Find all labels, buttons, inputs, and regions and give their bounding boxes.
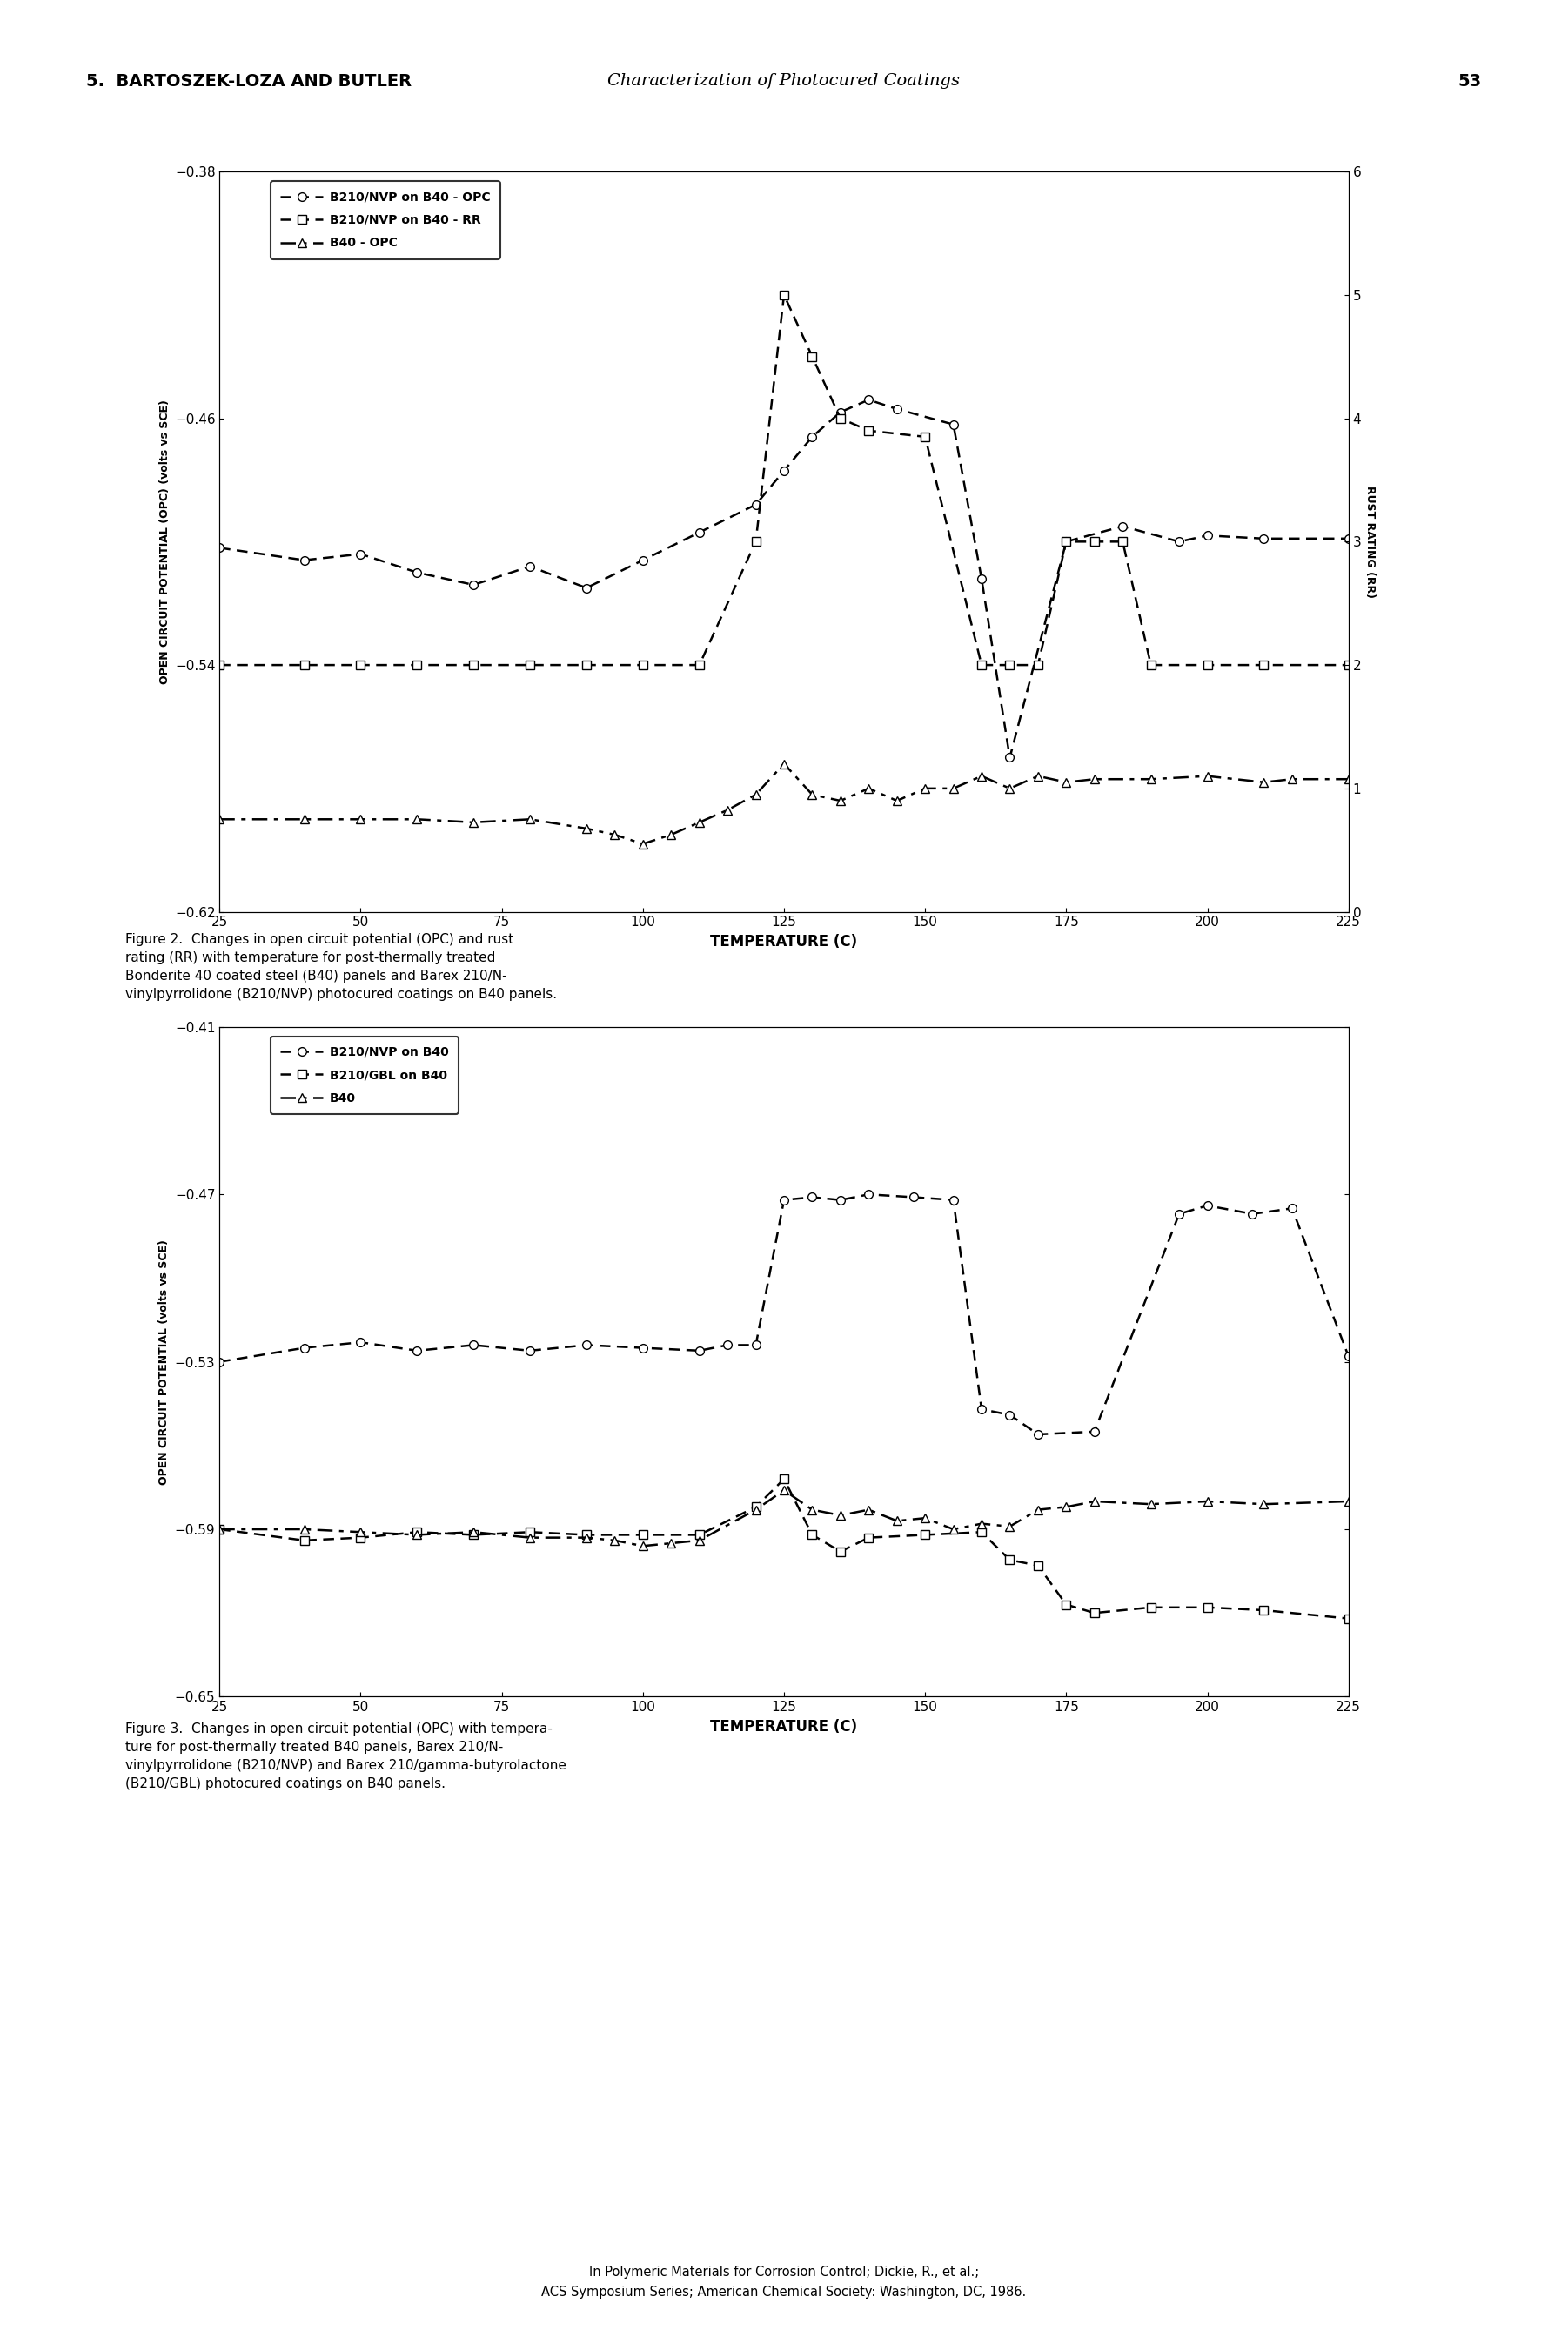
Text: Figure 2.  Changes in open circuit potential (OPC) and rust
rating (RR) with tem: Figure 2. Changes in open circuit potent… [125,933,557,1001]
X-axis label: TEMPERATURE (C): TEMPERATURE (C) [710,1718,858,1734]
Text: In Polymeric Materials for Corrosion Control; Dickie, R., et al.;
ACS Symposium : In Polymeric Materials for Corrosion Con… [541,2265,1027,2298]
X-axis label: TEMPERATURE (C): TEMPERATURE (C) [710,933,858,949]
Text: Characterization of Photocured Coatings: Characterization of Photocured Coatings [608,73,960,89]
Y-axis label: RUST RATING (RR): RUST RATING (RR) [1364,486,1375,597]
Text: 5.  BARTOSZEK-LOZA AND BUTLER: 5. BARTOSZEK-LOZA AND BUTLER [86,73,412,89]
Y-axis label: OPEN CIRCUIT POTENTIAL (OPC) (volts vs SCE): OPEN CIRCUIT POTENTIAL (OPC) (volts vs S… [160,400,171,684]
Text: Figure 3.  Changes in open circuit potential (OPC) with tempera-
ture for post-t: Figure 3. Changes in open circuit potent… [125,1723,566,1791]
Y-axis label: OPEN CIRCUIT POTENTIAL (volts vs SCE): OPEN CIRCUIT POTENTIAL (volts vs SCE) [158,1238,169,1485]
Legend: B210/NVP on B40, B210/GBL on B40, B40: B210/NVP on B40, B210/GBL on B40, B40 [271,1036,458,1114]
Legend: B210/NVP on B40 - OPC, B210/NVP on B40 - RR, B40 - OPC: B210/NVP on B40 - OPC, B210/NVP on B40 -… [271,181,500,258]
Text: 53: 53 [1458,73,1482,89]
